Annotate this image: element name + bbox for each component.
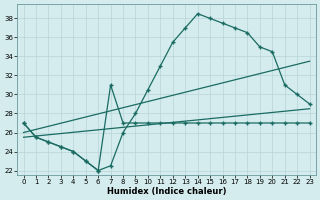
X-axis label: Humidex (Indice chaleur): Humidex (Indice chaleur) [107, 187, 226, 196]
